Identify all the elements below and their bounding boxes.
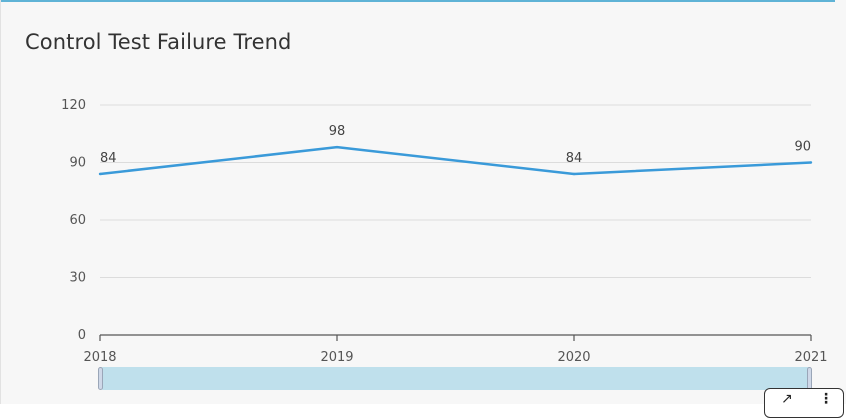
chart-title: Control Test Failure Trend — [25, 30, 292, 54]
range-slider-track[interactable] — [100, 367, 811, 390]
data-point — [335, 145, 339, 149]
line-chart: 0 30 60 90 120 2018 2019 2020 2021 84 98 84 90 — [61, 98, 827, 365]
series-line — [99, 145, 812, 176]
card-top-border — [1, 0, 835, 2]
y-tick-label: 30 — [69, 271, 86, 286]
y-tick-label: 0 — [78, 328, 86, 343]
y-tick-label: 90 — [69, 156, 86, 171]
y-tick-label: 60 — [69, 213, 86, 228]
data-point — [809, 161, 813, 164]
range-slider-right-handle[interactable] — [807, 367, 812, 390]
x-tick-label: 2021 — [794, 350, 827, 365]
y-tick-label: 120 — [61, 98, 86, 113]
x-tick-label: 2018 — [83, 350, 116, 365]
data-label: 98 — [329, 124, 346, 139]
data-label: 84 — [566, 151, 583, 166]
expand-icon[interactable]: ↗ — [781, 391, 793, 407]
x-tick-label: 2019 — [320, 350, 353, 365]
x-tick-label: 2020 — [557, 350, 590, 365]
data-point — [98, 172, 102, 176]
more-vertical-icon[interactable]: ⋮ — [819, 391, 833, 407]
chart-toolbar: ↗ ⋮ — [764, 388, 844, 418]
data-label: 90 — [794, 140, 811, 155]
range-slider-left-handle[interactable] — [98, 367, 103, 390]
data-label: 84 — [100, 151, 117, 166]
data-point — [572, 172, 576, 176]
